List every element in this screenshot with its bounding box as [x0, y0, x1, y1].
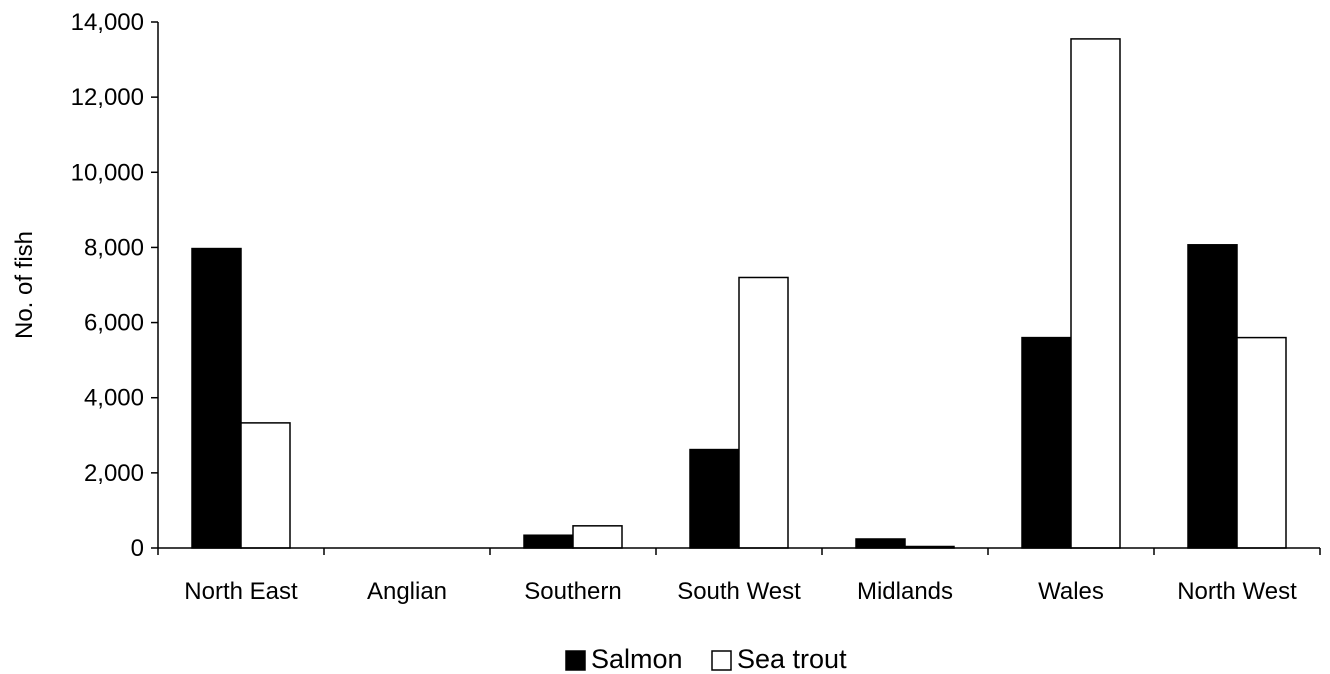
bar-sea-trout: [738, 276, 789, 549]
y-tick-label: 6,000: [84, 310, 144, 337]
y-tick-label: 8,000: [84, 234, 144, 261]
bar-salmon: [855, 538, 906, 549]
bar-sea-trout: [240, 422, 291, 549]
y-tick-label: 10,000: [71, 159, 144, 186]
legend-label: Salmon: [591, 644, 683, 674]
legend-swatch: [565, 650, 586, 671]
bar-sea-trout: [1236, 336, 1287, 549]
bar-salmon: [523, 534, 574, 549]
legend-swatch: [711, 650, 732, 671]
bar-salmon: [1021, 336, 1072, 549]
axes-group: [157, 22, 1320, 549]
y-tick-label: 2,000: [84, 460, 144, 487]
bar-salmon: [191, 247, 242, 549]
x-tick-label: North East: [184, 578, 298, 605]
y-ticks-group: 0 2,000 4,000 6,000 8,000 10,000 12,000 14,000: [71, 9, 158, 562]
bar-sea-trout: [572, 525, 623, 549]
x-tick-label: Wales: [1038, 578, 1104, 605]
x-tick-label: North West: [1177, 578, 1297, 605]
x-tick-label: South West: [677, 578, 801, 605]
y-tick-label: 12,000: [71, 84, 144, 111]
bar-salmon: [689, 448, 740, 549]
bar-salmon: [1187, 244, 1238, 549]
y-tick-label: 4,000: [84, 385, 144, 412]
y-tick-label: 0: [131, 535, 144, 562]
bars-group: [191, 38, 1287, 549]
legend: Salmon Sea trout: [565, 644, 847, 674]
y-tick-label: 14,000: [71, 9, 144, 36]
x-ticks-group: North East Anglian Southern South West Midla…: [157, 548, 1321, 605]
legend-label: Sea trout: [737, 644, 847, 674]
x-tick-label: Anglian: [367, 578, 447, 605]
x-tick-label: Midlands: [857, 578, 953, 605]
x-tick-label: Southern: [524, 578, 621, 605]
y-axis-title: No. of fish: [11, 231, 38, 339]
bar-sea-trout: [1070, 38, 1121, 549]
